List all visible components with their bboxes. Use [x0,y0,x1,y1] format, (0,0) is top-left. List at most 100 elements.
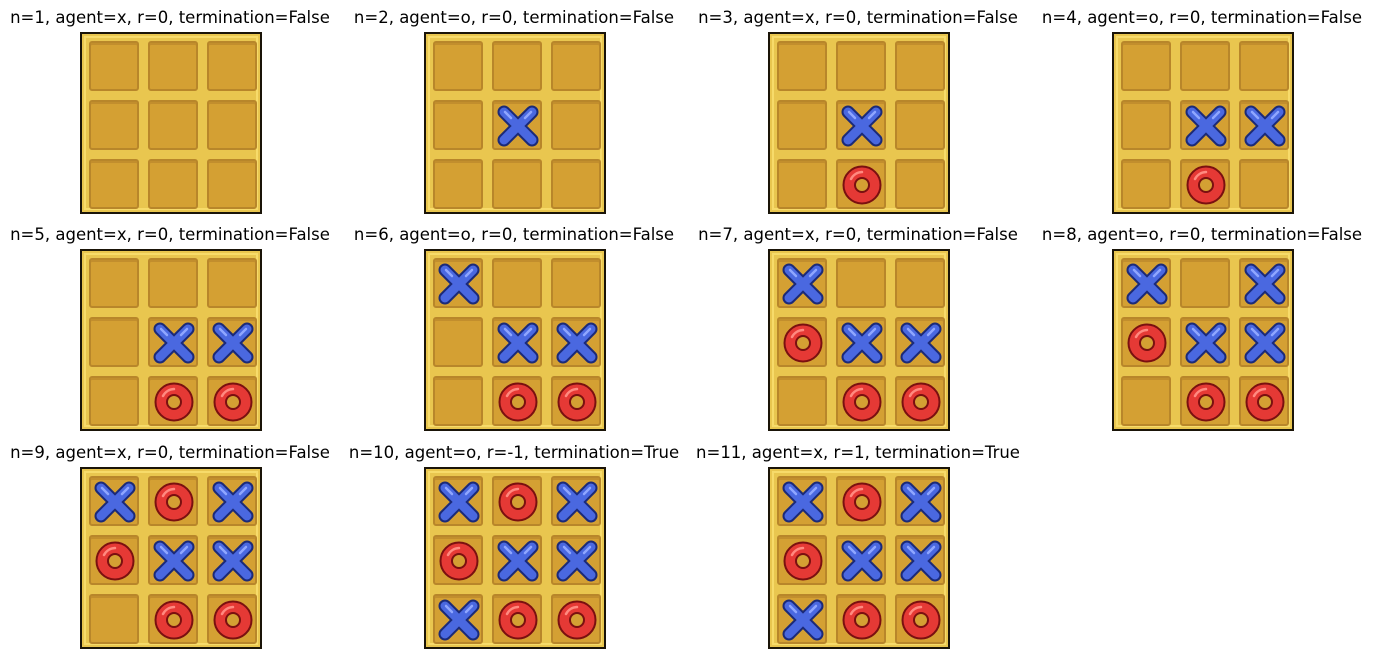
x-mark-icon [556,322,598,364]
board-cell [836,317,886,367]
board-cell [433,594,483,644]
panel-title: n=11, agent=x, r=1, termination=True [696,443,1020,462]
board-cell [551,258,601,308]
board-cell [148,476,198,526]
board-cell [89,159,139,209]
board-cell [777,594,827,644]
o-mark-icon [154,382,194,422]
x-mark-icon [556,481,598,523]
board-cell [89,476,139,526]
tic-tac-toe-board [80,249,262,431]
x-mark-icon [1244,322,1286,364]
o-mark-icon [154,482,194,522]
x-mark-icon [841,540,883,582]
board-cell [148,317,198,367]
board-cell [836,594,886,644]
x-mark-icon [841,322,883,364]
panel-title: n=2, agent=o, r=0, termination=False [353,8,675,27]
board-cell [836,258,886,308]
board-cell [492,41,542,91]
board-cell [433,41,483,91]
o-mark-icon [1186,382,1226,422]
x-mark-icon [153,322,195,364]
panel-title: n=1, agent=x, r=0, termination=False [10,8,330,27]
board-cell [492,476,542,526]
o-mark-icon [1127,323,1167,363]
board-cell [207,476,257,526]
board-cell [551,159,601,209]
board-panel: n=4, agent=o, r=0, termination=False [1032,0,1372,216]
board-cell [89,376,139,426]
board-cell [1180,100,1230,150]
board-cell [836,100,886,150]
board-cell [836,476,886,526]
board-panel: n=9, agent=x, r=0, termination=False [0,435,340,651]
board-cell [1121,376,1171,426]
board-cell [1180,376,1230,426]
board-panel: n=5, agent=x, r=0, termination=False [0,217,340,433]
board-cell [551,535,601,585]
board-cell [1239,376,1289,426]
board-panel: n=2, agent=o, r=0, termination=False [344,0,684,216]
board-cell [207,159,257,209]
o-mark-icon [842,482,882,522]
tic-tac-toe-board [80,32,262,214]
x-mark-icon [1244,105,1286,147]
x-mark-icon [900,481,942,523]
x-mark-icon [212,322,254,364]
board-cell [433,476,483,526]
board-cell [895,317,945,367]
o-mark-icon [1186,165,1226,205]
o-mark-icon [901,382,941,422]
board-cell [1239,258,1289,308]
o-mark-icon [213,382,253,422]
board-cell [492,100,542,150]
board-cell [207,100,257,150]
board-cell [89,535,139,585]
board-cell [433,317,483,367]
board-cell [551,594,601,644]
o-mark-icon [439,541,479,581]
board-cell [895,476,945,526]
board-panel: n=6, agent=o, r=0, termination=False [344,217,684,433]
board-cell [895,159,945,209]
board-cell [207,41,257,91]
board-cell [836,535,886,585]
board-cell [148,100,198,150]
board-cell [895,535,945,585]
o-mark-icon [783,323,823,363]
board-cell [1180,159,1230,209]
board-cell [1121,258,1171,308]
board-cell [1121,100,1171,150]
board-panel: n=7, agent=x, r=0, termination=False [688,217,1028,433]
board-cell [492,159,542,209]
x-mark-icon [497,540,539,582]
board-cell [1239,159,1289,209]
board-cell [551,376,601,426]
tic-tac-toe-board [424,249,606,431]
x-mark-icon [841,105,883,147]
o-mark-icon [901,600,941,640]
board-cell [1180,41,1230,91]
board-cell [777,100,827,150]
o-mark-icon [213,600,253,640]
board-cell [89,41,139,91]
o-mark-icon [557,600,597,640]
board-cell [895,594,945,644]
board-cell [777,535,827,585]
panel-title: n=7, agent=x, r=0, termination=False [698,225,1018,244]
x-mark-icon [438,263,480,305]
x-mark-icon [212,540,254,582]
o-mark-icon [1245,382,1285,422]
o-mark-icon [842,600,882,640]
board-cell [1239,100,1289,150]
board-cell [895,100,945,150]
board-panel: n=3, agent=x, r=0, termination=False [688,0,1028,216]
panel-title: n=6, agent=o, r=0, termination=False [353,225,675,244]
board-cell [492,594,542,644]
board-cell [1180,317,1230,367]
board-cell [492,376,542,426]
board-cell [207,594,257,644]
board-panel: n=1, agent=x, r=0, termination=False [0,0,340,216]
board-panel: n=8, agent=o, r=0, termination=False [1032,217,1372,433]
